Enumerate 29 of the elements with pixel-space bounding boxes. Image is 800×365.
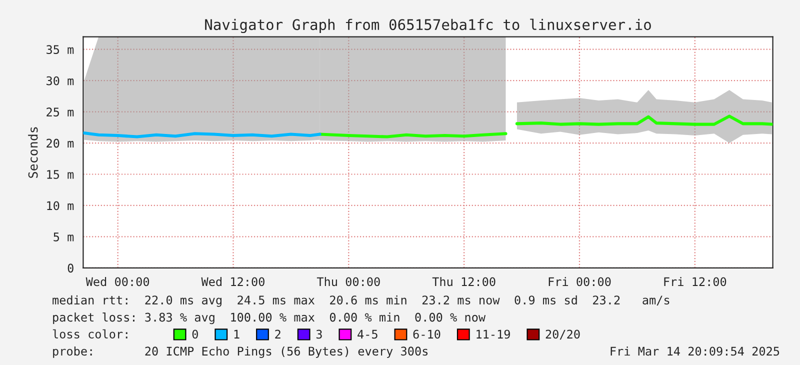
text: median rtt: 22.0 ms avg 24.5 ms max 20.6 ms min 23.2 ms now 0.9 ms sd 23.2 am/s [52,295,670,307]
x-tick-label: Thu 00:00 [316,277,380,286]
x-tick-label: Wed 12:00 [201,277,264,286]
x-tick-label: Fri 00:00 [548,277,611,286]
y-tick-label: 30 m [46,76,74,86]
text: probe: 20 ICMP Echo Pings (56 Bytes) every 300s [53,346,428,358]
legend-label: 20/20 [546,330,580,340]
y-tick-label: 35 m [46,45,74,54]
chart-title: Navigator Graph from 065157eba1fc to linuxserver.io [205,18,651,34]
y-axis-title: Seconds [28,127,38,178]
legend-label: 1 [234,330,240,339]
legend-label: 11-19 [476,330,510,339]
y-tick-label: 25 m [46,108,74,116]
y-tick-label: 10 m [47,201,74,210]
legend-label: 3 [316,330,322,339]
y-tick-label: 15 m [47,170,74,179]
legend-label: 6-10 [413,330,440,339]
text: packet loss: 3.83 % avg 100.00 % max 0.00 % min 0.00 % now [53,312,486,324]
legend-label: 2 [275,330,280,339]
y-tick-label: 0 [68,264,74,273]
y-tick-label: 20 m [46,138,74,148]
y-tick-label: 5 m [54,232,74,242]
x-tick-label: Thu 12:00 [432,277,496,286]
legend-label: 4-5 [358,330,378,339]
x-tick-label: Wed 00:00 [86,277,150,286]
x-tick-label: Fri 12:00 [664,277,726,286]
text: Fri Mar 14 20:09:54 2025 [610,346,780,356]
legend-label: 0 [192,330,198,339]
legend-title: loss color: [52,329,128,339]
